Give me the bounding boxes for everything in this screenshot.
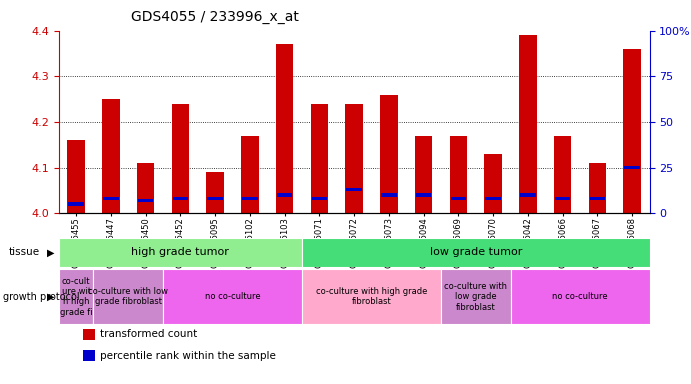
Bar	[520, 193, 536, 197]
Text: co-culture with low
grade fibroblast: co-culture with low grade fibroblast	[88, 287, 168, 306]
Text: no co-culture: no co-culture	[552, 292, 608, 301]
Bar	[102, 99, 120, 213]
Text: co-culture with high grade
fibroblast: co-culture with high grade fibroblast	[316, 287, 427, 306]
Bar	[511, 269, 650, 324]
Bar	[171, 104, 189, 213]
Bar	[302, 238, 650, 267]
Bar	[241, 136, 258, 213]
Text: tissue: tissue	[9, 247, 40, 258]
Text: high grade tumor: high grade tumor	[131, 247, 229, 258]
Text: ▶: ▶	[47, 247, 55, 258]
Bar	[380, 94, 397, 213]
Text: ▶: ▶	[47, 291, 55, 302]
Bar	[415, 136, 433, 213]
Text: percentile rank within the sample: percentile rank within the sample	[100, 351, 276, 361]
Bar	[59, 269, 93, 324]
Bar	[589, 163, 606, 213]
Bar	[484, 154, 502, 213]
Bar	[451, 197, 466, 200]
Bar	[441, 269, 511, 324]
Text: low grade tumor: low grade tumor	[430, 247, 522, 258]
Text: transformed count: transformed count	[100, 329, 198, 339]
Bar	[381, 193, 397, 197]
Bar	[346, 188, 362, 191]
Bar	[589, 197, 605, 200]
Bar	[137, 163, 154, 213]
Bar	[68, 202, 84, 206]
Bar	[312, 197, 328, 200]
Bar	[138, 199, 153, 202]
Bar	[276, 45, 293, 213]
Bar	[207, 172, 224, 213]
Text: growth protocol: growth protocol	[3, 291, 80, 302]
Bar	[163, 269, 302, 324]
Bar	[519, 35, 537, 213]
Bar	[93, 269, 163, 324]
Bar	[450, 136, 467, 213]
Text: no co-culture: no co-culture	[205, 292, 261, 301]
Bar	[555, 197, 571, 200]
Bar	[68, 140, 85, 213]
Bar	[554, 136, 571, 213]
Bar	[277, 193, 292, 197]
Bar	[173, 197, 188, 200]
Text: co-cult
ure wit
h high
grade fi: co-cult ure wit h high grade fi	[60, 276, 93, 317]
Bar	[625, 166, 640, 169]
Bar	[346, 104, 363, 213]
Bar	[302, 269, 441, 324]
Bar	[59, 238, 302, 267]
Bar	[207, 197, 223, 200]
Bar	[416, 193, 431, 197]
Bar	[311, 104, 328, 213]
Text: GDS4055 / 233996_x_at: GDS4055 / 233996_x_at	[131, 10, 299, 23]
Bar	[103, 197, 119, 200]
Bar	[623, 49, 641, 213]
Bar	[485, 197, 501, 200]
Bar	[242, 197, 258, 200]
Text: co-culture with
low grade
fibroblast: co-culture with low grade fibroblast	[444, 282, 507, 311]
